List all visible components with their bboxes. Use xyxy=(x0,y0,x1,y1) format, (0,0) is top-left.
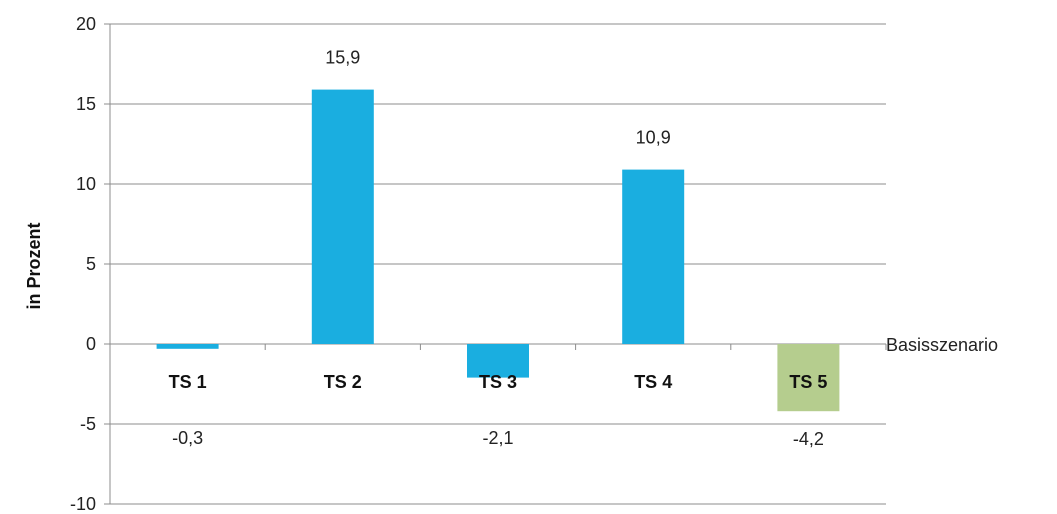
y-tick-label: -10 xyxy=(70,494,96,514)
value-label: 15,9 xyxy=(325,48,360,68)
y-tick-label: -5 xyxy=(80,414,96,434)
baseline-label: Basisszenario xyxy=(886,335,998,355)
bar-ts-2 xyxy=(311,89,374,344)
value-label: -4,2 xyxy=(793,429,824,449)
bar-ts-1 xyxy=(156,344,219,349)
y-axis-title: in Prozent xyxy=(24,222,44,309)
category-label: TS 3 xyxy=(479,372,517,392)
labels: 20 15 10 5 0 -5 -10 TS 1 -0,3 TS 2 15,9 TS 3 -2,1 TS … xyxy=(70,14,827,514)
bar-ts-3 xyxy=(467,344,529,378)
category-label: TS 4 xyxy=(634,372,672,392)
y-tick-label: 10 xyxy=(76,174,96,194)
value-label: 10,9 xyxy=(636,128,671,148)
category-label: TS 2 xyxy=(324,372,362,392)
bar-ts-4 xyxy=(622,169,685,344)
category-label: TS 5 xyxy=(789,372,827,392)
bars xyxy=(156,89,840,412)
value-label: -0,3 xyxy=(172,428,203,448)
y-tick-label: 20 xyxy=(76,14,96,34)
value-label: -2,1 xyxy=(482,428,513,448)
y-tick-label: 5 xyxy=(86,254,96,274)
bar-ts-5 xyxy=(777,344,840,412)
y-tick-label: 0 xyxy=(86,334,96,354)
category-label: TS 1 xyxy=(169,372,207,392)
y-tick-label: 15 xyxy=(76,94,96,114)
